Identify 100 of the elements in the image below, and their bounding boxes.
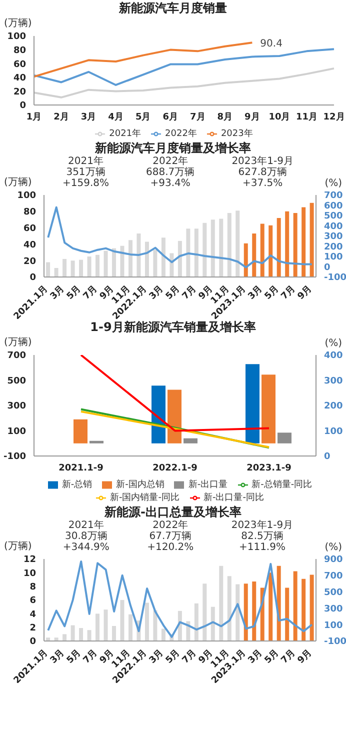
bar (153, 250, 158, 277)
y-tick-label: 100 (17, 191, 36, 202)
bar (262, 374, 276, 444)
y-tick-label: 100 (7, 426, 26, 437)
bar (252, 582, 256, 641)
bar (90, 440, 104, 444)
chart-title: 新能源汽车月度销量及增长率 (94, 140, 252, 156)
y-tick-label: -100 (3, 452, 26, 462)
bar (79, 628, 84, 641)
legend-label: 新-总销 (62, 480, 92, 490)
bar (236, 584, 240, 641)
bar (62, 634, 67, 641)
bar (302, 578, 306, 641)
bar (268, 572, 273, 641)
x-tick-label: 9月 (244, 111, 260, 122)
bar (236, 210, 240, 277)
x-tick-label: 3月 (48, 647, 67, 666)
y2-tick-label: 100 (324, 620, 343, 631)
y-axis-title: (万辆) (4, 17, 33, 30)
bar (128, 240, 132, 277)
x-tick-label: 3月 (246, 647, 265, 666)
x-tick-label: 2021.1-9 (58, 463, 104, 474)
y-tick-label: 4 (30, 610, 36, 620)
y2-tick-label: 0 (324, 452, 330, 462)
text: 2023年1-9月 82.5万辆 +111.9% (231, 520, 294, 553)
y2-tick-label: 700 (324, 572, 343, 582)
line-series (47, 560, 313, 638)
bar (46, 262, 50, 277)
bar (144, 242, 149, 277)
text: 2022年 688.7万辆 +93.4% (146, 156, 195, 189)
bar (244, 584, 248, 641)
bar (252, 234, 256, 277)
x-tick-label: 8月 (217, 111, 233, 122)
y2-tick-label: -100 (324, 273, 346, 284)
bar (260, 224, 264, 277)
bar (285, 211, 290, 277)
y-tick-label: 8 (30, 582, 36, 593)
line-series (47, 206, 313, 268)
bar (62, 258, 67, 277)
y2-tick-label: 0 (324, 262, 330, 273)
bar (152, 386, 166, 444)
x-tick-label: 7月 (180, 647, 199, 666)
x-tick-label: 7月 (278, 283, 298, 302)
x-tick-label: 3月 (80, 111, 96, 122)
y-tick-label: 100 (7, 32, 26, 42)
bar (144, 602, 149, 641)
bar (96, 254, 100, 277)
bar (194, 603, 198, 641)
y-axis-title: (万辆) (4, 176, 33, 189)
text: 2021年 30.8万辆 +344.9% (62, 520, 110, 553)
bar (96, 614, 100, 641)
x-tick-label: 4月 (108, 111, 124, 122)
bar (244, 243, 248, 277)
bar (79, 260, 84, 277)
legend-label: 2023年 (220, 129, 253, 139)
y-tick-label: 0 (30, 273, 36, 284)
bar (278, 432, 292, 444)
y-tick-label: 6 (30, 596, 36, 606)
bar (70, 260, 75, 277)
chart-title: 1-9月新能源汽车销量及增长率 (90, 320, 256, 334)
y-tick-label: 40 (13, 74, 26, 84)
x-tick-label: 3月 (147, 283, 166, 302)
line-series (33, 48, 335, 86)
bar (202, 222, 207, 277)
text: 2021年 351万辆 +159.8% (62, 156, 110, 189)
y-tick-label: 20 (13, 87, 26, 98)
y2-tick-label: 300 (324, 376, 343, 386)
chart-title: 新能源-出口总量及增长率 (104, 504, 242, 520)
bar (54, 268, 58, 277)
bar (178, 240, 182, 277)
bar (293, 213, 298, 277)
x-tick-label: 10月 (268, 111, 290, 122)
bar (210, 606, 215, 641)
legend-label: 新-出口量 (188, 480, 228, 490)
x-tick-label: 5月 (262, 647, 282, 666)
y2-tick-label: 200 (324, 402, 343, 412)
y-tick-label: 20 (23, 256, 36, 267)
x-tick-label: 5月 (262, 283, 282, 302)
y2-tick-label: 900 (324, 555, 343, 566)
bar (112, 248, 116, 277)
x-tick-label: 7月 (278, 647, 298, 666)
x-tick-label: 9月 (295, 283, 314, 302)
y2-tick-label: 100 (324, 252, 343, 263)
legend-label: 2022年 (165, 129, 197, 139)
legend-label: 新-总销量-同比 (252, 480, 312, 490)
legend-label: 新-国内销量-同比 (110, 493, 180, 503)
bar (302, 207, 306, 277)
bar (227, 576, 232, 641)
y2-tick-label: -100 (324, 637, 346, 648)
y2-tick-label: 500 (324, 588, 343, 598)
y2-axis-title: (%) (324, 542, 342, 553)
x-tick-label: 11月 (296, 111, 318, 122)
bar (136, 234, 141, 277)
x-tick-label: 7月 (190, 111, 206, 122)
line-series (33, 67, 335, 98)
bar (219, 566, 224, 641)
x-tick-label: 5月 (64, 283, 84, 302)
bar (120, 246, 124, 277)
bar (246, 364, 260, 444)
x-tick-label: 7月 (81, 647, 100, 666)
